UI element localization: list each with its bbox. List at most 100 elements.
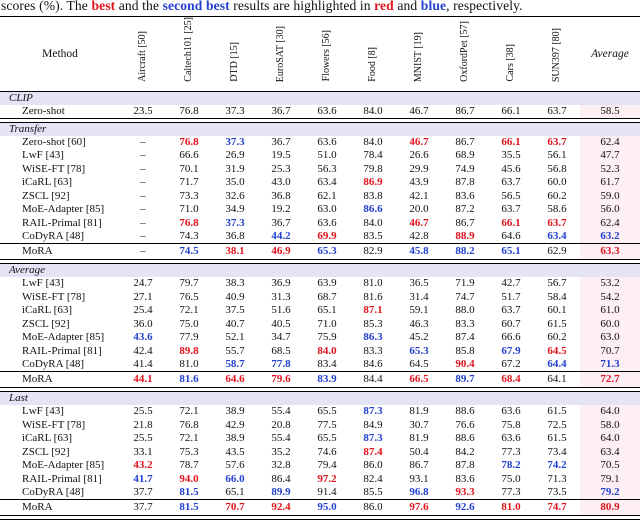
score-cell: 45.8 bbox=[396, 243, 442, 260]
score-cell: 32.8 bbox=[271, 459, 291, 472]
score-cell: 35.2 bbox=[271, 445, 291, 458]
dataset-column-label: Cars [38] bbox=[505, 44, 516, 82]
score-cell: 65.1 bbox=[317, 304, 337, 317]
score-cell: 64.1 bbox=[534, 371, 580, 388]
score-cell: 88.0 bbox=[455, 304, 475, 317]
section-separator bbox=[0, 117, 640, 123]
score-cell: 97.6 bbox=[396, 499, 442, 516]
score-cell: 81.9 bbox=[409, 405, 429, 418]
table-row: ZSCL [92] – 73.3 32.6 36.8 62.1 83.8 42.1 83.6 56… bbox=[0, 189, 640, 204]
score-cell: 84.2 bbox=[455, 445, 475, 458]
score-cell: 97.2 bbox=[317, 472, 337, 485]
table-caption: scores (%). The best and the second best… bbox=[0, 0, 640, 13]
score-cell: 66.0 bbox=[225, 472, 245, 485]
average-score-cell: 52.3 bbox=[580, 162, 640, 177]
method-label: WiSE-FT [78] bbox=[22, 418, 86, 431]
score-cell: 63.6 bbox=[317, 104, 337, 117]
score-cell: 36.7 bbox=[271, 135, 291, 148]
score-cell: 55.7 bbox=[225, 344, 245, 357]
score-cell: 56.7 bbox=[547, 277, 567, 290]
score-cell: 62.1 bbox=[317, 189, 337, 202]
score-cell: 82.9 bbox=[350, 243, 396, 260]
table-row: MoE-Adapter [85] 43.6 77.9 52.1 34.7 75.9 86.3… bbox=[0, 331, 640, 345]
score-cell: 63.7 bbox=[501, 304, 521, 317]
average-score-cell: 63.4 bbox=[580, 445, 640, 460]
average-score-cell: 72.7 bbox=[580, 371, 640, 388]
score-cell: 71.0 bbox=[179, 203, 199, 216]
average-score-cell: 63.0 bbox=[580, 331, 640, 345]
score-cell: 46.9 bbox=[258, 243, 304, 260]
mora-row: MoRA 37.7 81.5 70.7 92.4 95.0 86.0 97.6 92.6 81.0… bbox=[0, 499, 640, 516]
score-cell: 46.3 bbox=[409, 317, 429, 330]
method-label: Zero-shot bbox=[22, 104, 65, 117]
score-cell: – bbox=[140, 176, 146, 189]
caption-highlight: red bbox=[374, 0, 394, 13]
score-cell: 51.6 bbox=[271, 304, 291, 317]
score-cell: 85.3 bbox=[363, 317, 383, 330]
score-cell: 44.2 bbox=[271, 230, 291, 243]
section-header-row: CLIP bbox=[0, 91, 640, 105]
score-cell: 29.9 bbox=[409, 162, 429, 175]
average-score-cell: 79.1 bbox=[580, 472, 640, 487]
score-cell: 87.2 bbox=[455, 203, 475, 216]
score-cell: 41.4 bbox=[133, 358, 153, 371]
score-cell: 70.7 bbox=[212, 499, 258, 516]
score-cell: 65.1 bbox=[488, 243, 534, 260]
table-row: RAIL-Primal [81] – 76.8 37.3 36.7 63.6 84.0 46.… bbox=[0, 216, 640, 231]
section-header-row: Last bbox=[0, 391, 640, 406]
score-cell: 66.6 bbox=[179, 149, 199, 162]
average-score-cell: 47.7 bbox=[580, 149, 640, 163]
score-cell: 87.3 bbox=[363, 432, 383, 445]
table-row: WiSE-FT [78] – 70.1 31.9 25.3 56.3 79.8 29.9 74.… bbox=[0, 162, 640, 177]
table-row: LwF [43] – 66.6 26.9 19.5 51.0 78.4 26.6 68.9 35.… bbox=[0, 149, 640, 163]
method-label: LwF [43] bbox=[22, 405, 64, 418]
score-cell: 20.8 bbox=[271, 418, 291, 431]
score-cell: 46.7 bbox=[409, 104, 429, 117]
score-cell: 93.1 bbox=[409, 472, 429, 485]
score-cell: 82.4 bbox=[363, 472, 383, 485]
score-cell: 86.4 bbox=[271, 472, 291, 485]
section-header: CLIP bbox=[0, 91, 640, 105]
score-cell: 63.7 bbox=[547, 216, 567, 229]
score-cell: 78.4 bbox=[363, 149, 383, 162]
score-cell: 77.8 bbox=[271, 358, 291, 371]
score-cell: 77.3 bbox=[501, 486, 521, 499]
score-cell: 87.3 bbox=[363, 405, 383, 418]
score-cell: 52.1 bbox=[225, 331, 245, 344]
score-cell: 43.5 bbox=[225, 445, 245, 458]
score-cell: 56.8 bbox=[547, 162, 567, 175]
score-cell: 27.1 bbox=[133, 290, 153, 303]
score-cell: 84.9 bbox=[363, 418, 383, 431]
score-cell: 84.0 bbox=[363, 104, 383, 117]
score-cell: 66.1 bbox=[501, 216, 521, 229]
score-cell: 83.6 bbox=[455, 189, 475, 202]
score-cell: 74.2 bbox=[547, 459, 567, 472]
score-cell: 85.5 bbox=[363, 486, 383, 499]
score-cell: 71.7 bbox=[179, 176, 199, 189]
method-label: RAIL-Primal [81] bbox=[22, 344, 102, 357]
score-cell: 74.3 bbox=[179, 230, 199, 243]
average-score-cell: 70.5 bbox=[580, 459, 640, 473]
dataset-column-label: Caltech101 [25] bbox=[183, 17, 194, 82]
score-cell: 83.5 bbox=[363, 230, 383, 243]
score-cell: 86.7 bbox=[455, 135, 475, 148]
score-cell: – bbox=[140, 216, 146, 229]
score-cell: 76.6 bbox=[455, 418, 475, 431]
score-cell: 37.3 bbox=[225, 216, 245, 229]
table-row: iCaRL [63] 25.4 72.1 37.5 51.6 65.1 87.1 59.1 88… bbox=[0, 304, 640, 318]
table-row: WiSE-FT [78] 27.1 76.5 40.9 31.3 68.7 81.6 31.4… bbox=[0, 290, 640, 305]
dataset-column-label: MNIST [19] bbox=[413, 31, 424, 82]
score-cell: 36.7 bbox=[271, 216, 291, 229]
score-cell: 63.7 bbox=[547, 104, 567, 117]
score-cell: 38.9 bbox=[225, 432, 245, 445]
method-label: MoRA bbox=[0, 499, 120, 516]
score-cell: 36.7 bbox=[271, 104, 291, 117]
score-cell: 87.1 bbox=[363, 304, 383, 317]
score-cell: 35.5 bbox=[501, 149, 521, 162]
score-cell: 26.6 bbox=[409, 149, 429, 162]
score-cell: 65.3 bbox=[304, 243, 350, 260]
score-cell: 65.3 bbox=[409, 344, 429, 357]
score-cell: 66.6 bbox=[501, 331, 521, 344]
average-score-cell: 71.3 bbox=[580, 358, 640, 372]
section-separator bbox=[0, 387, 640, 393]
